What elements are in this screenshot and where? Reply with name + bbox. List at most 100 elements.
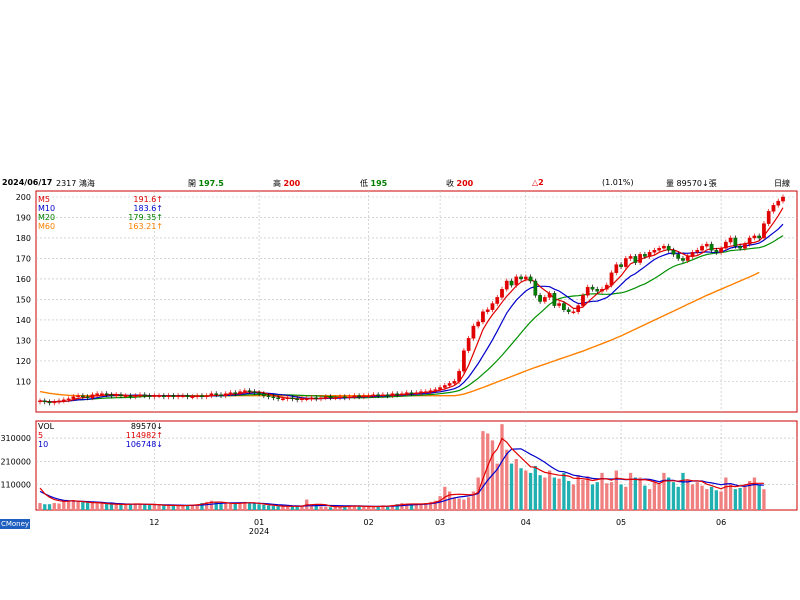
volume-bar — [276, 506, 280, 510]
volume-bar — [71, 500, 75, 510]
candle-body — [495, 297, 500, 304]
volume-bar — [709, 486, 714, 510]
candle-body — [66, 398, 71, 401]
header-change-pct: (1.01%) — [602, 178, 634, 187]
volume-bar — [466, 497, 471, 510]
candle-body — [690, 252, 695, 257]
volume-bar — [62, 501, 66, 510]
volume-bar — [352, 505, 357, 510]
volume-bar — [333, 506, 337, 510]
volume-bar — [171, 505, 176, 510]
candle-body — [481, 311, 485, 323]
volume-bar — [271, 505, 276, 510]
volume-bar — [733, 489, 738, 510]
candle-body — [38, 400, 42, 403]
candle-body — [766, 211, 771, 224]
cmoney-logo: CMoney — [0, 519, 30, 529]
volume-bar — [286, 506, 290, 510]
volume-bar — [262, 504, 266, 510]
candlesticks — [38, 194, 785, 406]
volume-bar — [428, 501, 433, 510]
x-tick-label: 2024 — [249, 527, 269, 536]
volume-bar — [567, 481, 571, 510]
volume-bar — [319, 506, 323, 510]
candle-body — [457, 370, 461, 382]
volume-bar — [300, 505, 304, 510]
candle-body — [552, 293, 557, 306]
candle-body — [252, 391, 257, 393]
volume-bar — [452, 497, 457, 510]
candle-body — [90, 394, 95, 398]
candle-body — [119, 394, 123, 396]
candle-body — [333, 397, 338, 399]
volume-bar — [667, 477, 671, 510]
volume-bar — [628, 472, 633, 510]
candle-body — [604, 284, 609, 290]
volume-bar — [728, 484, 733, 510]
volume-bar — [557, 478, 561, 510]
x-tick-label: 02 — [364, 518, 374, 527]
volume-tick-label: 310000 — [0, 434, 31, 443]
legend-name: 5 — [38, 431, 44, 440]
volume-bar — [128, 503, 133, 510]
candle-body — [290, 397, 295, 399]
volume-bar — [414, 504, 418, 510]
candle-body — [138, 394, 142, 396]
legend-row: VOL 89570↓ — [38, 422, 163, 431]
header-close: 收 200 — [446, 179, 474, 188]
candle-body — [123, 395, 128, 397]
candle-body — [442, 385, 447, 388]
candle-body — [623, 258, 628, 267]
candle-body — [133, 395, 138, 397]
volume-bar — [247, 502, 252, 510]
volume-bar — [200, 503, 204, 510]
m10-line — [39, 223, 784, 403]
candle-body — [347, 396, 352, 398]
volume-bar — [266, 505, 271, 510]
candle-body — [323, 396, 328, 398]
candle-body — [523, 276, 528, 280]
volume-bar — [600, 472, 604, 510]
candle-body — [314, 397, 319, 399]
x-tick-label: 05 — [616, 518, 626, 527]
candle-body — [476, 321, 481, 327]
volume-bar — [400, 503, 404, 510]
legend-value: 191.6↑ — [133, 195, 163, 204]
legend-name: M20 — [38, 213, 56, 222]
candle-body — [662, 245, 666, 249]
volume-bar — [238, 503, 242, 510]
volume-bar — [166, 505, 171, 510]
volume-bar — [719, 491, 723, 510]
candle-body — [419, 391, 423, 393]
candle-body — [247, 390, 252, 392]
legend-row: 10 106748↓ — [38, 440, 163, 449]
candle-body — [723, 241, 728, 249]
volume-bar — [147, 504, 152, 510]
volume-bar — [519, 468, 523, 510]
volume-bar — [295, 505, 299, 510]
candle-body — [571, 311, 576, 313]
candle-body — [452, 381, 457, 384]
candle-body — [700, 245, 704, 251]
moving-average-lines — [39, 207, 784, 403]
candle-body — [519, 276, 523, 280]
candle-body — [271, 396, 276, 398]
volume-bar — [438, 496, 442, 510]
candle-body — [200, 395, 204, 397]
candle-body — [171, 395, 176, 397]
volume-bar — [309, 504, 314, 510]
volume-bar — [257, 504, 261, 510]
volume-bar — [195, 504, 199, 510]
candle-body — [71, 396, 76, 399]
volume-ma-lines — [39, 437, 764, 508]
candle-body — [409, 392, 414, 394]
volume-bar — [543, 477, 547, 510]
candle-body — [142, 394, 147, 396]
volume-bar — [209, 500, 214, 510]
candle-body — [585, 286, 590, 296]
candle-body — [562, 303, 566, 310]
candle-body — [342, 396, 347, 398]
volume-bar — [571, 484, 576, 510]
candle-body — [366, 395, 371, 397]
x-tick-label: 01 — [254, 518, 264, 527]
